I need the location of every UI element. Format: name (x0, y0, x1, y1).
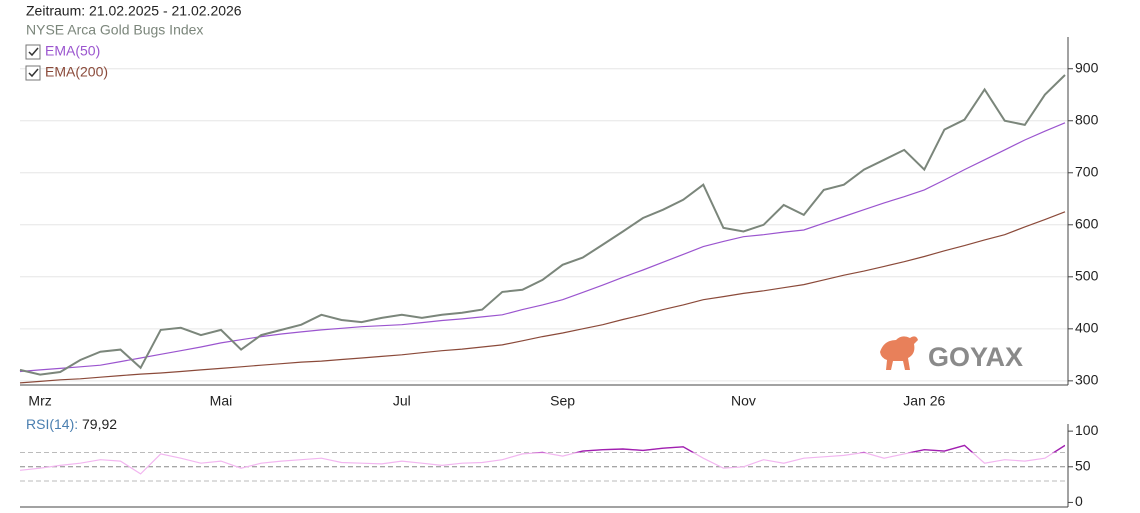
x-tick-label: Nov (731, 393, 756, 409)
series-line-high (532, 444, 1065, 453)
y-tick-label: 800 (1075, 111, 1099, 127)
plot (19, 444, 1066, 475)
series-title: NYSE Arca Gold Bugs Index (26, 22, 203, 38)
checkbox[interactable] (25, 44, 41, 60)
checkbox-box[interactable] (25, 65, 41, 81)
y-tick-label: 0 (1075, 493, 1083, 509)
rsi-current: RSI(14): 79,92 (26, 416, 117, 432)
plot (19, 74, 1066, 384)
y-tick-label: 600 (1075, 215, 1099, 231)
x-tick-label: Mrz (28, 393, 51, 409)
period: Zeitraum: 21.02.2025 - 21.02.2026 (26, 3, 242, 19)
rsi-label: RSI(14): (26, 416, 78, 432)
y-tick-label: 100 (1075, 422, 1099, 438)
series-line (19, 122, 1066, 373)
y-tick-label: 50 (1075, 457, 1091, 473)
x-tick-label: Jul (393, 393, 411, 409)
x-tick-label: Mai (210, 393, 233, 409)
x-tick-label: Jan 26 (903, 393, 945, 409)
legend-entry: EMA(200) (45, 64, 108, 80)
logo: GOYAX (880, 336, 1023, 372)
series-line (19, 74, 1066, 376)
y-tick-label: 400 (1075, 320, 1099, 336)
checkbox[interactable] (25, 65, 41, 81)
checkmark (28, 68, 39, 78)
logo-text: GOYAX (928, 342, 1023, 372)
checkbox-box[interactable] (25, 44, 41, 60)
rsi-value: 79,92 (82, 416, 117, 432)
series-line (19, 444, 1066, 475)
legend-entry: EMA(50) (45, 43, 100, 59)
y-tick-label: 700 (1075, 163, 1099, 179)
y-tick-label: 300 (1075, 372, 1099, 388)
checkmark (28, 47, 39, 57)
x-tick-label: Sep (550, 393, 575, 409)
logo-icon (880, 336, 918, 370)
y-tick-label: 500 (1075, 268, 1099, 284)
y-tick-label: 900 (1075, 59, 1099, 75)
series-line (19, 211, 1066, 384)
